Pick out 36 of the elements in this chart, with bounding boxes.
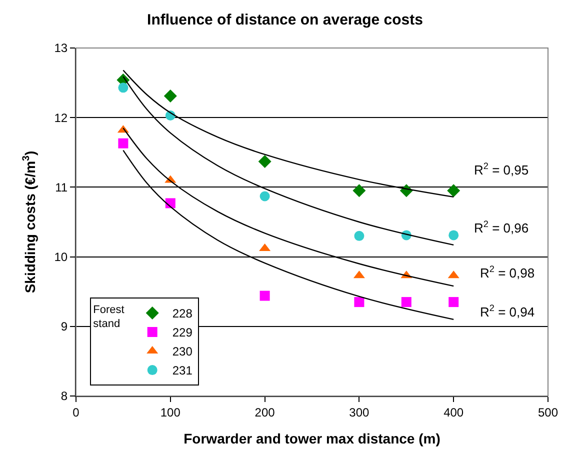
x-tick-label: 100 — [160, 405, 181, 420]
point — [401, 297, 412, 308]
point — [260, 191, 270, 202]
point — [354, 297, 364, 308]
x-tick-label: 500 — [538, 405, 558, 420]
legend-label: 230 — [172, 344, 193, 359]
point — [118, 138, 128, 148]
x-tick-label: 200 — [254, 405, 276, 420]
legend-label: 229 — [172, 326, 193, 340]
point — [258, 154, 272, 168]
x-tick-label: 0 — [72, 405, 80, 420]
x-axis-title: Forwarder and tower max distance (m) — [184, 430, 440, 447]
x-tick-label: 300 — [349, 405, 370, 420]
y-tick-label: 10 — [54, 250, 68, 264]
y-tick-label: 8 — [60, 389, 68, 404]
point — [164, 90, 177, 103]
y-tick-label: 13 — [54, 41, 68, 56]
annotation: R$^{2}$ = 0,95 — [474, 161, 529, 178]
legend-title: Forest stand — [93, 304, 124, 330]
annotation: R$^{2}$ = 0,98 — [480, 264, 535, 280]
point — [352, 184, 366, 198]
point — [260, 290, 270, 301]
y-tick-label: 9 — [60, 320, 68, 334]
point — [448, 230, 459, 240]
point — [354, 230, 364, 241]
point — [447, 184, 460, 198]
legend-label: 231 — [172, 364, 193, 378]
legend-label: 228 — [172, 306, 193, 321]
y-tick-label: 12 — [54, 110, 68, 125]
y-tick-label: 11 — [55, 180, 68, 194]
annotation: R$^{2}$ = 0,96 — [474, 219, 529, 236]
x-tick-label: 400 — [444, 405, 464, 420]
point — [448, 297, 459, 308]
point — [118, 82, 128, 93]
chart-title: Influence of distance on average costs — [147, 11, 423, 28]
annotation: R$^{2}$ = 0,94 — [480, 303, 535, 320]
